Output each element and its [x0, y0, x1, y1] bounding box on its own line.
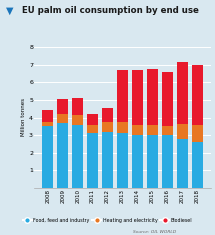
Bar — [57, 123, 68, 188]
Legend: Food, feed and industry, Heating and electricity, Biodiesel: Food, feed and industry, Heating and ele… — [21, 216, 194, 224]
Bar — [72, 98, 83, 115]
Bar — [102, 132, 113, 188]
Bar — [57, 114, 68, 123]
Bar — [177, 62, 188, 124]
Bar — [102, 122, 113, 132]
Bar — [177, 139, 188, 188]
Bar — [42, 110, 53, 122]
Bar — [42, 126, 53, 188]
Bar — [147, 69, 158, 125]
Bar — [117, 122, 128, 133]
Text: Source: OIL WORLD: Source: OIL WORLD — [133, 230, 177, 234]
Bar — [87, 125, 98, 133]
Bar — [117, 133, 128, 188]
Bar — [102, 108, 113, 122]
Bar — [57, 99, 68, 114]
Bar — [192, 125, 203, 142]
Bar — [162, 72, 173, 126]
Bar — [162, 126, 173, 135]
Bar — [132, 125, 143, 135]
Bar — [192, 142, 203, 188]
Bar — [132, 135, 143, 188]
Bar — [87, 133, 98, 188]
Bar — [147, 125, 158, 135]
Bar — [177, 124, 188, 139]
Bar — [42, 122, 53, 126]
Bar — [192, 65, 203, 125]
Bar — [117, 70, 128, 122]
Bar — [72, 115, 83, 125]
Bar — [162, 135, 173, 188]
Bar — [147, 135, 158, 188]
Bar — [87, 114, 98, 125]
Text: ▼: ▼ — [6, 6, 14, 16]
Y-axis label: Million tonnes: Million tonnes — [21, 98, 26, 137]
Bar — [72, 125, 83, 188]
Text: EU palm oil consumption by end use: EU palm oil consumption by end use — [22, 6, 198, 15]
Bar — [132, 70, 143, 125]
